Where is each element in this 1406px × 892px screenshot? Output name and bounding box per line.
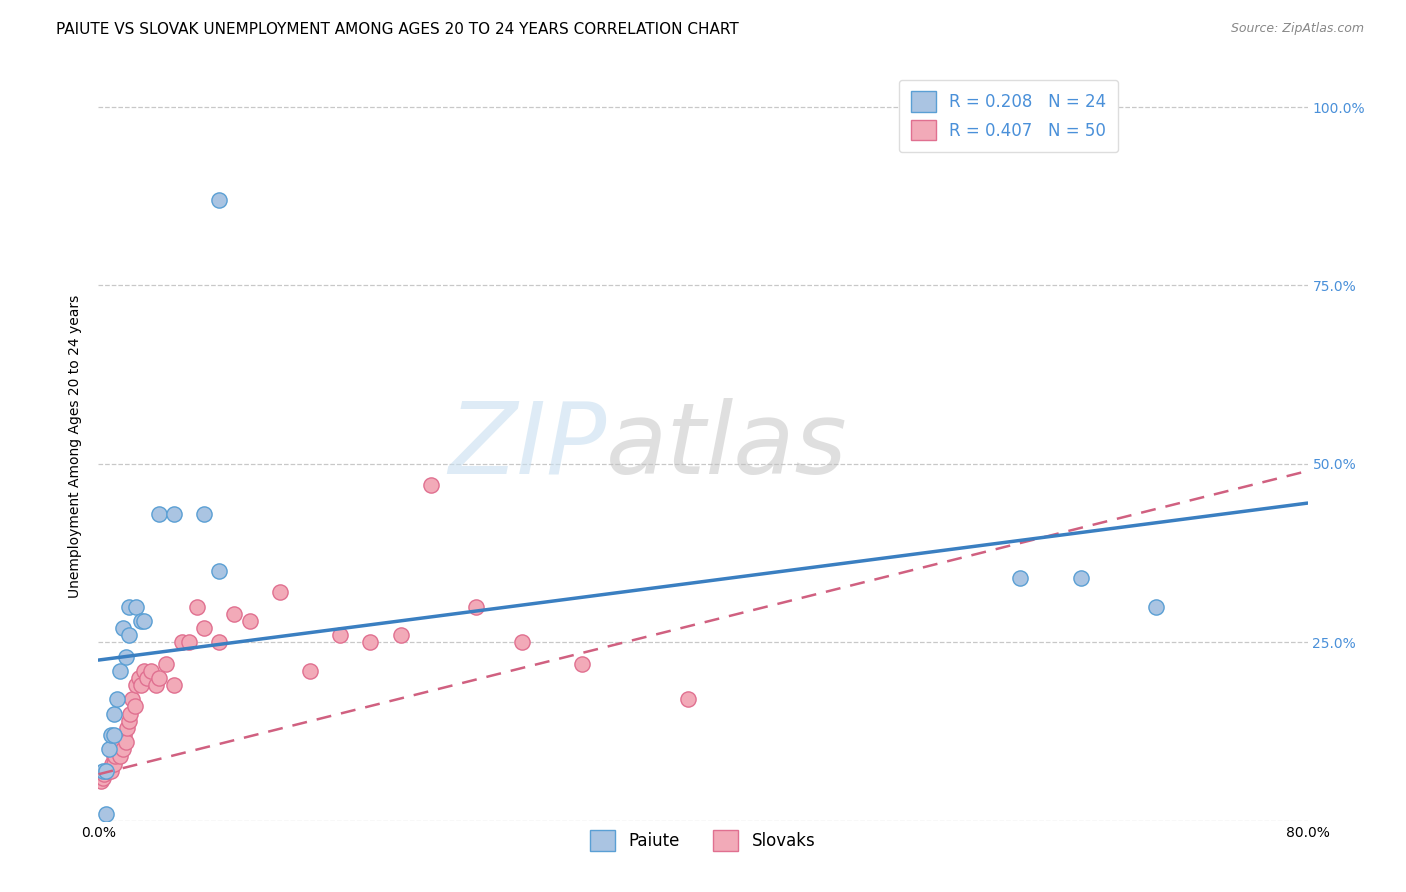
Point xyxy=(105,692,128,706)
Point xyxy=(90,774,112,789)
Point xyxy=(103,728,125,742)
Point xyxy=(120,706,142,721)
Point xyxy=(91,771,114,785)
Point xyxy=(91,764,114,778)
Point xyxy=(103,749,125,764)
Point xyxy=(676,692,699,706)
Point xyxy=(125,678,148,692)
Point xyxy=(118,599,141,614)
Point xyxy=(148,671,170,685)
Point xyxy=(107,742,129,756)
Point xyxy=(114,735,136,749)
Point xyxy=(105,742,128,756)
Point xyxy=(94,764,117,778)
Point xyxy=(98,742,121,756)
Point xyxy=(163,678,186,692)
Point xyxy=(1010,571,1032,585)
Point xyxy=(155,657,177,671)
Point xyxy=(121,692,143,706)
Point xyxy=(103,706,125,721)
Point xyxy=(389,628,412,642)
Point xyxy=(186,599,208,614)
Point xyxy=(124,699,146,714)
Point xyxy=(170,635,193,649)
Point xyxy=(101,756,124,771)
Point xyxy=(179,635,201,649)
Point xyxy=(103,756,125,771)
Point xyxy=(420,478,443,492)
Point xyxy=(112,728,135,742)
Point xyxy=(193,621,215,635)
Point xyxy=(100,764,122,778)
Point xyxy=(141,664,163,678)
Point xyxy=(100,728,122,742)
Point xyxy=(299,664,322,678)
Point xyxy=(94,764,117,778)
Point xyxy=(114,649,136,664)
Point xyxy=(571,657,593,671)
Point xyxy=(108,664,131,678)
Point xyxy=(125,599,148,614)
Text: PAIUTE VS SLOVAK UNEMPLOYMENT AMONG AGES 20 TO 24 YEARS CORRELATION CHART: PAIUTE VS SLOVAK UNEMPLOYMENT AMONG AGES… xyxy=(56,22,740,37)
Point xyxy=(111,742,134,756)
Point xyxy=(110,735,132,749)
Point xyxy=(224,607,246,621)
Point xyxy=(465,599,488,614)
Point xyxy=(98,764,121,778)
Point xyxy=(93,767,115,781)
Point xyxy=(145,678,167,692)
Point xyxy=(132,614,155,628)
Point xyxy=(94,806,117,821)
Point xyxy=(108,749,131,764)
Point xyxy=(269,585,291,599)
Point xyxy=(208,193,231,207)
Point xyxy=(96,764,118,778)
Point xyxy=(115,721,138,735)
Text: ZIP: ZIP xyxy=(449,398,606,494)
Point xyxy=(135,671,157,685)
Point xyxy=(118,628,141,642)
Y-axis label: Unemployment Among Ages 20 to 24 years: Unemployment Among Ages 20 to 24 years xyxy=(69,294,83,598)
Point xyxy=(132,664,155,678)
Point xyxy=(118,714,141,728)
Point xyxy=(510,635,533,649)
Point xyxy=(208,635,231,649)
Point xyxy=(1144,599,1167,614)
Point xyxy=(129,678,152,692)
Point xyxy=(193,507,215,521)
Point xyxy=(360,635,382,649)
Point xyxy=(128,671,150,685)
Point xyxy=(129,614,152,628)
Point xyxy=(329,628,352,642)
Point xyxy=(148,507,170,521)
Legend: Paiute, Slovaks: Paiute, Slovaks xyxy=(583,823,823,857)
Point xyxy=(104,749,127,764)
Point xyxy=(208,564,231,578)
Text: atlas: atlas xyxy=(606,398,848,494)
Point xyxy=(1070,571,1092,585)
Point xyxy=(239,614,262,628)
Point xyxy=(163,507,186,521)
Point xyxy=(111,621,134,635)
Text: Source: ZipAtlas.com: Source: ZipAtlas.com xyxy=(1230,22,1364,36)
